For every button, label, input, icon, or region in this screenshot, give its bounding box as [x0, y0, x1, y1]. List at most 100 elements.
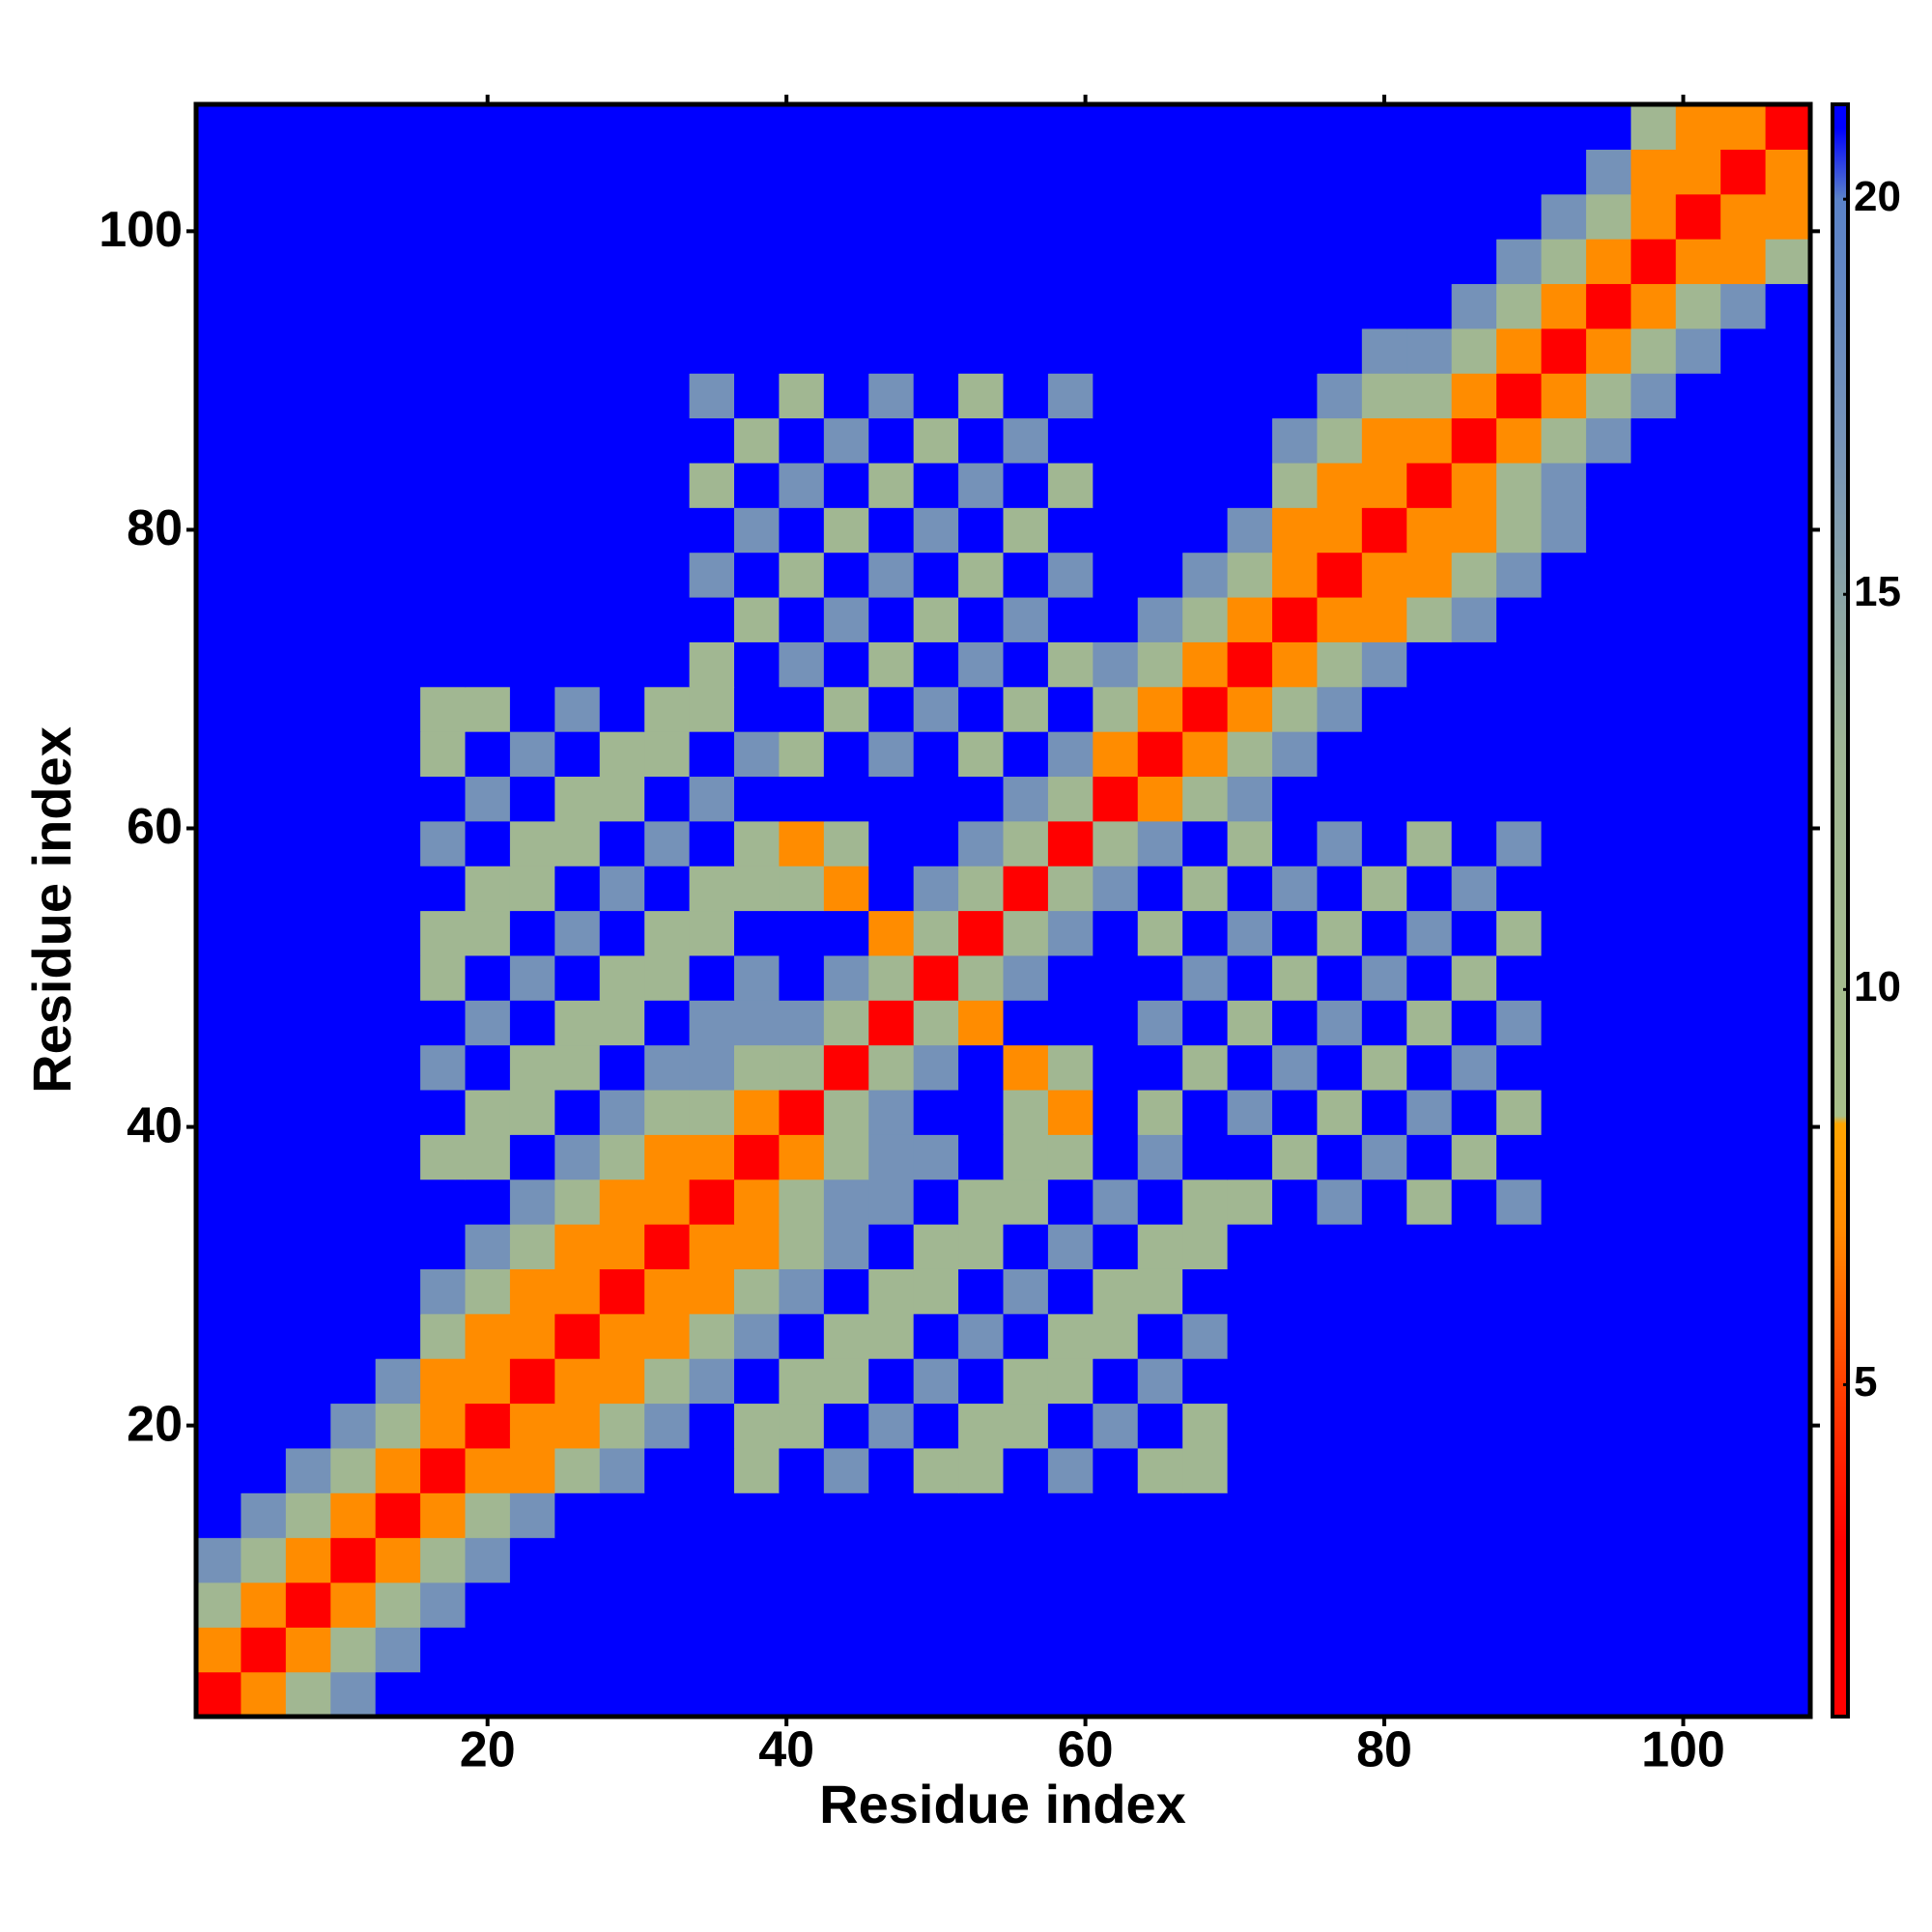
- heat-cell: [1361, 417, 1407, 464]
- heat-cell: [285, 1224, 331, 1269]
- heat-cell: [285, 641, 331, 688]
- heat-cell: [465, 417, 511, 464]
- heat-cell: [1675, 776, 1721, 822]
- heat-cell: [689, 1403, 735, 1449]
- heat-cell: [330, 1000, 377, 1046]
- plot-frame: [193, 101, 1813, 1719]
- heat-cell: [554, 149, 601, 195]
- heat-cell: [1585, 417, 1632, 464]
- heat-cell: [241, 1000, 287, 1046]
- heat-cell: [1227, 239, 1273, 285]
- heat-cell: [1496, 1224, 1543, 1269]
- heat-cell: [1631, 327, 1677, 374]
- heat-cell: [958, 1358, 1005, 1405]
- heat-cell: [734, 1581, 781, 1628]
- heat-cell: [644, 686, 691, 732]
- heat-cell: [554, 1134, 601, 1180]
- heat-cell: [196, 1447, 242, 1493]
- heat-cell: [1317, 776, 1363, 822]
- heat-cell: [509, 327, 555, 374]
- heat-cell: [1541, 327, 1587, 374]
- heat-cell: [285, 820, 331, 867]
- heat-cell: [868, 1313, 915, 1359]
- heat-cell: [420, 373, 467, 419]
- heat-cell: [285, 954, 331, 1001]
- heat-cell: [734, 1179, 781, 1225]
- heat-cell: [241, 954, 287, 1001]
- heat-cell: [1272, 1627, 1319, 1673]
- heat-cell: [1631, 596, 1677, 642]
- heat-cell: [1675, 104, 1721, 150]
- heat-cell: [554, 373, 601, 419]
- colorbar-tick-label: 10: [1854, 963, 1901, 1010]
- heat-cell: [1047, 641, 1094, 688]
- heat-cell: [1765, 1671, 1811, 1718]
- heat-cell: [1003, 1134, 1049, 1180]
- heat-cell: [1227, 149, 1273, 195]
- heat-cell: [375, 1000, 421, 1046]
- heat-cell: [823, 507, 869, 554]
- heat-cell: [1541, 1044, 1587, 1091]
- heat-cell: [1003, 462, 1049, 508]
- heat-cell: [1451, 1224, 1497, 1269]
- heat-cell: [1182, 104, 1229, 150]
- heat-cell: [913, 327, 959, 374]
- heat-cell: [913, 1447, 959, 1493]
- heat-cell: [913, 1224, 959, 1269]
- heat-cell: [1675, 1224, 1721, 1269]
- heat-cell: [1047, 193, 1094, 240]
- heat-cell: [913, 1403, 959, 1449]
- heat-cell: [1541, 731, 1587, 778]
- heat-cell: [375, 954, 421, 1001]
- heat-cell: [1631, 1134, 1677, 1180]
- heat-cell: [1451, 1492, 1497, 1539]
- heat-cell: [734, 283, 781, 329]
- heat-cell: [689, 1179, 735, 1225]
- heat-cell: [375, 552, 421, 598]
- heat-cell: [465, 1492, 511, 1539]
- heat-cell: [1720, 104, 1767, 150]
- heat-cell: [465, 1627, 511, 1673]
- heat-cell: [868, 1447, 915, 1493]
- heat-cell: [1496, 1134, 1543, 1180]
- colorbar: [1831, 102, 1850, 1719]
- y-tick-label: 40: [127, 1097, 183, 1153]
- heat-cell: [1451, 1447, 1497, 1493]
- heat-cell: [1765, 1627, 1811, 1673]
- heat-cell: [465, 1000, 511, 1046]
- heat-cell: [241, 507, 287, 554]
- heat-cell: [1003, 596, 1049, 642]
- heat-cell: [1451, 327, 1497, 374]
- heat-cell: [1765, 641, 1811, 688]
- heat-cell: [958, 1000, 1005, 1046]
- heat-cell: [1631, 1224, 1677, 1269]
- heat-cell: [1182, 1089, 1229, 1135]
- heat-cell: [375, 731, 421, 778]
- heat-cell: [1585, 283, 1632, 329]
- heat-cell: [375, 1447, 421, 1493]
- heat-cell: [1003, 1537, 1049, 1583]
- heat-cell: [779, 1537, 825, 1583]
- heat-cell: [734, 507, 781, 554]
- heat-cell: [689, 104, 735, 150]
- heat-cell: [375, 462, 421, 508]
- heat-cell: [1003, 910, 1049, 956]
- heat-cell: [1047, 1000, 1094, 1046]
- heat-cell: [509, 1447, 555, 1493]
- heat-cell: [644, 283, 691, 329]
- heat-cell: [1496, 193, 1543, 240]
- heat-cell: [1137, 149, 1183, 195]
- heat-cell: [1720, 1089, 1767, 1135]
- heat-cell: [285, 596, 331, 642]
- heat-cell: [1272, 1537, 1319, 1583]
- heat-cell: [196, 1313, 242, 1359]
- heat-cell: [1406, 1492, 1453, 1539]
- heat-cell: [1272, 1313, 1319, 1359]
- colorbar-tick-label: 20: [1854, 173, 1901, 220]
- heat-cell: [1675, 417, 1721, 464]
- heat-cell: [1765, 1403, 1811, 1449]
- heat-cell: [420, 239, 467, 285]
- heat-cell: [1406, 776, 1453, 822]
- heat-cell: [554, 1403, 601, 1449]
- heat-cell: [1227, 193, 1273, 240]
